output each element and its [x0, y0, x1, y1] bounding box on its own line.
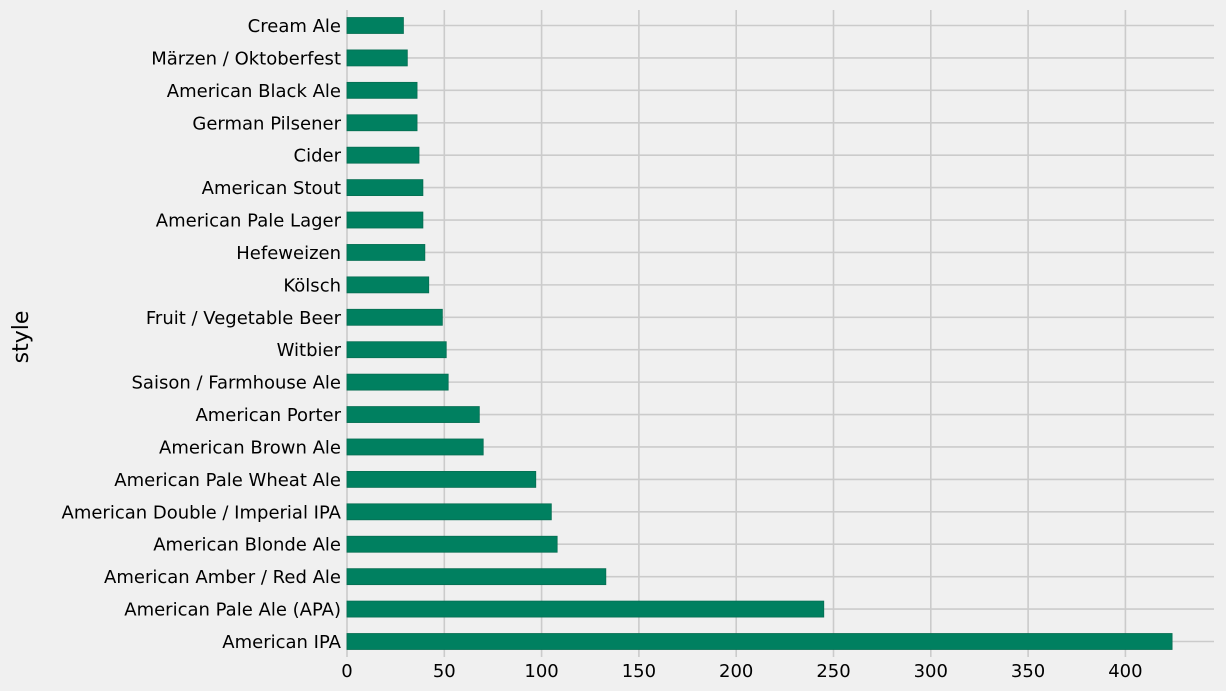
y-tick-label: Hefeweizen — [236, 243, 341, 264]
x-tick-label: 300 — [914, 661, 948, 682]
y-tick-label: Saison / Farmhouse Ale — [131, 373, 341, 394]
bar — [346, 341, 447, 359]
y-tick-labels: Cream Ale Märzen / Oktoberfest American Bl… — [62, 16, 342, 653]
x-tick-label: 0 — [341, 661, 352, 682]
y-tick-label: Witbier — [277, 340, 342, 361]
bars — [346, 17, 1173, 650]
bar — [346, 568, 607, 586]
y-tick-label: American Amber / Red Ale — [104, 567, 341, 588]
bar — [346, 114, 418, 132]
bar — [346, 600, 825, 618]
bar — [346, 17, 404, 34]
bar — [346, 406, 480, 423]
y-tick-label: Cider — [294, 146, 342, 167]
bar — [346, 211, 424, 229]
bar — [346, 633, 1173, 650]
y-tick-label: American Blonde Ale — [153, 535, 341, 556]
y-tick-label: American Double / Imperial IPA — [62, 502, 342, 523]
bar — [346, 535, 558, 553]
bar — [346, 49, 408, 67]
x-tick-label: 400 — [1108, 661, 1142, 682]
bar — [346, 276, 430, 294]
y-tick-label: German Pilsener — [192, 113, 341, 134]
y-tick-label: Kölsch — [283, 275, 341, 296]
bar — [346, 470, 537, 488]
x-tick-label: 150 — [622, 661, 656, 682]
y-tick-label: American Brown Ale — [159, 437, 341, 458]
bar — [346, 179, 424, 197]
y-tick-label: American Pale Wheat Ale — [114, 470, 341, 491]
y-tick-label: American Stout — [202, 178, 341, 199]
y-tick-label: Märzen / Oktoberfest — [151, 48, 341, 69]
y-tick-label: American Black Ale — [167, 81, 341, 102]
grid-lines — [346, 10, 1214, 657]
y-tick-label: American Porter — [195, 405, 341, 426]
y-tick-label: American IPA — [222, 632, 341, 653]
x-tick-label: 200 — [719, 661, 753, 682]
x-tick-label: 250 — [816, 661, 850, 682]
bar — [346, 308, 443, 326]
bar — [346, 373, 449, 391]
y-tick-label: American Pale Ale (APA) — [124, 600, 341, 621]
y-tick-label: Cream Ale — [248, 16, 341, 37]
y-tick-label: American Pale Lager — [156, 211, 342, 232]
x-tick-label: 50 — [433, 661, 456, 682]
y-axis-title: style — [9, 311, 34, 364]
bar — [346, 244, 426, 261]
bar — [346, 81, 418, 99]
y-tick-label: Fruit / Vegetable Beer — [146, 308, 342, 329]
bar — [346, 438, 484, 456]
x-tick-labels: 0 50 100 150 200 250 300 350 400 — [341, 661, 1142, 682]
x-tick-label: 350 — [1011, 661, 1045, 682]
x-tick-label: 100 — [524, 661, 558, 682]
bar — [346, 146, 420, 164]
bar — [346, 503, 552, 521]
